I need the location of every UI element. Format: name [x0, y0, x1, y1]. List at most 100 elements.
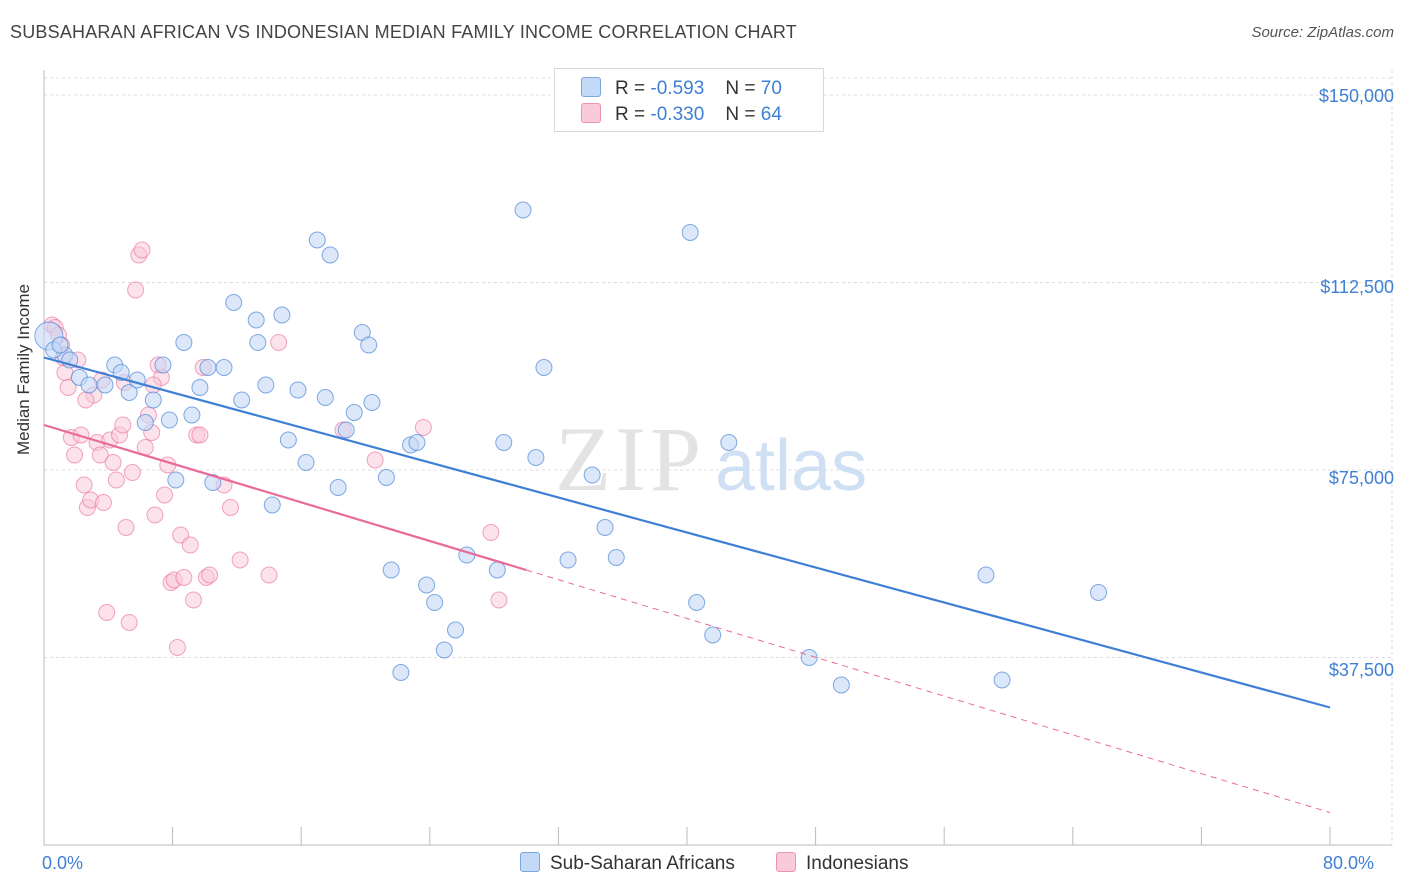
x-tick-label-max: 80.0% — [1323, 853, 1375, 873]
watermark-zip: ZIP — [555, 408, 705, 510]
indonesian-point — [66, 446, 84, 464]
indonesian-point — [120, 614, 138, 631]
y-axis-label: Median Family Income — [14, 283, 33, 455]
subsaharan-point — [225, 294, 243, 311]
indonesian-point — [123, 464, 141, 481]
trend-lines — [43, 356, 1331, 813]
subsaharan-point — [247, 311, 265, 329]
subsaharan-point — [96, 376, 114, 394]
subsaharan-point — [408, 434, 426, 451]
subsaharan-point — [233, 391, 251, 409]
subsaharan-point — [215, 359, 233, 376]
r-value: -0.330 — [650, 104, 705, 125]
subsaharan-point — [977, 566, 995, 584]
indonesian-point — [414, 419, 432, 436]
indonesian-point — [59, 379, 77, 396]
n-label: N = — [725, 78, 756, 99]
subsaharan-point — [183, 406, 201, 424]
legend-label: Sub-Saharan Africans — [550, 853, 735, 874]
subsaharan-point — [160, 411, 178, 429]
subsaharan-point — [51, 336, 69, 354]
subsaharan-point — [360, 336, 378, 354]
pink-swatch-icon — [776, 852, 796, 872]
chart-title: SUBSAHARAN AFRICAN VS INDONESIAN MEDIAN … — [10, 22, 797, 42]
subsaharan-point — [488, 561, 506, 579]
bottom-legend-indonesians: Indonesians — [776, 852, 908, 875]
subsaharan-point — [681, 224, 699, 241]
subsaharan-point — [80, 376, 98, 394]
indonesian-point — [127, 281, 145, 299]
indonesian-point — [114, 416, 132, 434]
n-value: 70 — [760, 78, 782, 99]
y-tick-label: $112,500 — [1320, 277, 1394, 297]
blue-swatch-icon — [520, 852, 540, 872]
subsaharan-point — [535, 359, 553, 376]
legend-row-subsaharan: R = -0.593 N = 70 — [581, 77, 782, 101]
subsaharan-trend-line — [43, 356, 1331, 709]
subsaharan-point — [426, 594, 444, 611]
subsaharan-point — [289, 381, 307, 399]
subsaharan-point — [514, 201, 532, 219]
correlation-legend: R = -0.593 N = 70 R = -0.330 N = 64 — [554, 68, 824, 132]
indonesian-point — [133, 241, 151, 259]
indonesian-point — [175, 569, 193, 586]
subsaharan-point — [136, 414, 154, 431]
subsaharan-point — [263, 496, 281, 514]
subsaharan-point — [175, 334, 193, 351]
subsaharan-point — [435, 641, 453, 659]
indonesians-points — [43, 241, 508, 656]
pink-swatch-icon — [581, 103, 601, 123]
subsaharan-point — [337, 421, 355, 439]
subsaharan-point — [720, 434, 738, 451]
subsaharan-point — [800, 649, 818, 666]
indonesian-point — [231, 551, 249, 569]
y-tick-label: $75,000 — [1328, 468, 1394, 488]
subsaharan-point — [279, 431, 297, 449]
r-label: R = — [615, 78, 646, 99]
subsaharan-point — [199, 359, 217, 376]
indonesian-point — [221, 499, 239, 516]
indonesian-point — [104, 454, 122, 471]
indonesian-point — [482, 524, 500, 541]
subsaharan-point — [832, 676, 850, 694]
n-value: 64 — [760, 104, 782, 125]
indonesian-point — [201, 566, 219, 584]
indonesian-point — [77, 391, 95, 409]
subsaharan-point — [993, 671, 1011, 689]
subsaharan-point — [321, 246, 339, 264]
subsaharan-point — [204, 474, 222, 491]
indonesian-point — [156, 486, 174, 504]
y-tick-label: $37,500 — [1328, 660, 1394, 680]
indonesian-point — [75, 476, 93, 494]
y-tick-label: $150,000 — [1318, 86, 1394, 106]
subsaharan-point — [144, 391, 162, 409]
subsaharan-point — [191, 379, 209, 396]
subsaharan-point — [559, 551, 577, 569]
indonesian-point — [94, 494, 112, 511]
subsaharan-point — [382, 561, 400, 579]
subsaharan-point — [249, 334, 267, 351]
subsaharan-point — [688, 594, 706, 611]
subsaharan-point — [120, 384, 138, 401]
subsaharan-point — [273, 306, 291, 324]
indonesian-trend-extension — [526, 569, 1331, 813]
watermark-atlas: atlas — [715, 426, 867, 506]
source-label: Source: ZipAtlas.com — [1251, 24, 1394, 41]
subsaharan-point — [345, 404, 363, 421]
r-label: R = — [615, 104, 646, 125]
subsaharan-point — [583, 466, 601, 484]
indonesian-point — [117, 519, 135, 536]
subsaharan-point — [308, 231, 326, 249]
subsaharan-point — [363, 394, 381, 411]
subsaharan-point — [257, 376, 275, 394]
legend-row-indonesians: R = -0.330 N = 64 — [581, 103, 782, 127]
n-label: N = — [725, 104, 756, 125]
indonesian-point — [260, 566, 278, 584]
subsaharan-point — [167, 471, 185, 489]
indonesian-point — [168, 639, 186, 656]
indonesian-point — [366, 451, 384, 469]
x-tick-label-min: 0.0% — [42, 853, 84, 873]
subsaharan-point — [607, 549, 625, 566]
legend-label: Indonesians — [806, 853, 909, 874]
indonesian-point — [184, 591, 202, 609]
